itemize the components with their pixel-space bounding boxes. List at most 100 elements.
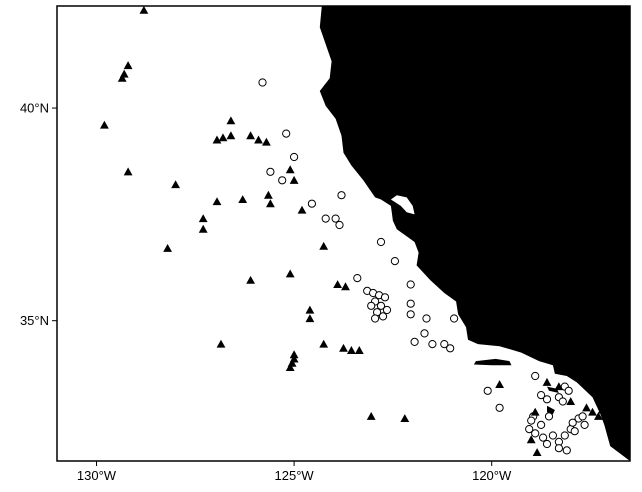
station-triangle-marker — [254, 135, 263, 144]
station-triangle-marker — [333, 280, 342, 288]
station-circle-marker — [335, 220, 344, 230]
y-tick-label: 40°N — [20, 101, 49, 116]
station-circle-marker — [578, 412, 587, 421]
station-circle-marker — [558, 397, 567, 406]
station-triangle-marker — [305, 314, 315, 323]
station-circle-marker — [568, 418, 577, 427]
station-circle-marker — [321, 214, 330, 223]
station-triangle-marker — [218, 133, 228, 142]
station-circle-marker — [380, 293, 390, 302]
island-2 — [547, 386, 559, 393]
station-circle-marker — [542, 439, 552, 449]
x-tick-label: 130°W — [77, 468, 117, 483]
station-triangle-marker — [554, 382, 564, 391]
station-circle-marker — [531, 371, 540, 381]
station-triangle-marker — [226, 116, 236, 125]
station-circle-marker — [422, 314, 431, 323]
station-triangle-marker — [212, 197, 222, 206]
station-circle-marker — [539, 433, 548, 442]
station-triangle-marker — [526, 435, 536, 444]
station-triangle-marker — [289, 175, 299, 184]
station-triangle-marker — [582, 403, 591, 412]
station-circle-marker — [266, 167, 275, 176]
station-circle-marker — [580, 420, 589, 429]
station-triangle-marker — [319, 241, 329, 250]
station-triangle-marker — [354, 346, 364, 354]
station-triangle-marker — [246, 275, 255, 284]
station-triangle-marker — [238, 195, 248, 203]
station-circle-marker — [371, 314, 380, 323]
station-triangle-marker — [198, 224, 208, 233]
station-circle-marker — [420, 329, 429, 338]
station-triangle-marker — [366, 412, 376, 420]
station-circle-marker — [562, 446, 571, 455]
station-triangle-marker — [262, 137, 271, 146]
x-tick-label: 120°W — [472, 468, 512, 483]
station-triangle-marker — [297, 205, 307, 214]
station-circle-marker — [428, 340, 437, 349]
station-circle-marker — [495, 403, 504, 412]
station-circle-marker — [258, 78, 267, 87]
station-circle-marker — [554, 444, 564, 453]
station-triangle-marker — [495, 380, 504, 388]
station-circle-marker — [282, 129, 291, 138]
station-circle-marker — [406, 310, 415, 319]
station-triangle-marker — [305, 305, 315, 314]
station-triangle-marker — [341, 282, 350, 291]
station-circle-marker — [406, 280, 415, 289]
station-triangle-marker — [163, 244, 172, 252]
station-triangle-marker — [597, 405, 607, 414]
station-triangle-marker — [216, 339, 226, 348]
station-triangle-marker — [566, 397, 576, 405]
station-circle-marker — [382, 305, 392, 315]
station-circle-marker — [537, 391, 546, 400]
station-circle-marker — [560, 431, 569, 440]
station-triangle-marker — [530, 407, 540, 416]
station-circle-marker — [544, 412, 554, 421]
station-triangle-marker — [100, 120, 109, 129]
station-triangle-marker — [588, 407, 597, 416]
station-circle-marker — [446, 344, 455, 353]
y-tick-label: 35°N — [20, 313, 49, 328]
station-circle-marker — [542, 395, 552, 404]
station-triangle-marker — [339, 343, 348, 352]
station-triangle-marker — [171, 180, 180, 189]
station-triangle-marker — [285, 363, 295, 371]
stations-layer — [100, 6, 607, 456]
station-circle-marker — [307, 199, 316, 208]
axis-ticks: 130°W 125°W 120°W 40°N 35°N — [20, 101, 512, 483]
island-1 — [473, 358, 512, 366]
station-circle-marker — [564, 386, 573, 395]
station-circle-marker — [537, 420, 546, 429]
station-triangle-marker — [285, 165, 295, 174]
station-triangle-marker — [400, 414, 410, 422]
station-circle-marker — [525, 425, 534, 434]
land-layer — [319, 6, 630, 461]
station-circle-marker — [548, 431, 558, 440]
station-circle-marker — [450, 314, 459, 323]
land-mainland — [319, 6, 630, 461]
station-triangle-marker — [542, 377, 552, 386]
map-frame — [56, 5, 631, 462]
san-francisco-bay — [390, 195, 415, 215]
station-triangle-marker — [139, 6, 149, 14]
station-triangle-marker — [264, 190, 273, 199]
station-triangle-marker — [123, 167, 133, 176]
x-tick-label: 125°W — [275, 468, 315, 483]
station-triangle-marker — [285, 269, 295, 278]
station-triangle-marker — [198, 214, 208, 223]
station-circle-marker — [483, 386, 492, 395]
station-triangle-marker — [117, 73, 127, 82]
station-circle-marker — [440, 340, 449, 349]
island-3 — [547, 405, 555, 415]
station-triangle-marker — [246, 131, 255, 140]
station-triangle-marker — [123, 61, 133, 70]
station-circle-marker — [331, 214, 340, 223]
station-circle-marker — [410, 337, 419, 346]
station-triangle-marker — [226, 131, 236, 140]
station-triangle-marker — [347, 346, 356, 354]
station-triangle-marker — [532, 448, 542, 456]
station-circle-marker — [337, 191, 346, 200]
